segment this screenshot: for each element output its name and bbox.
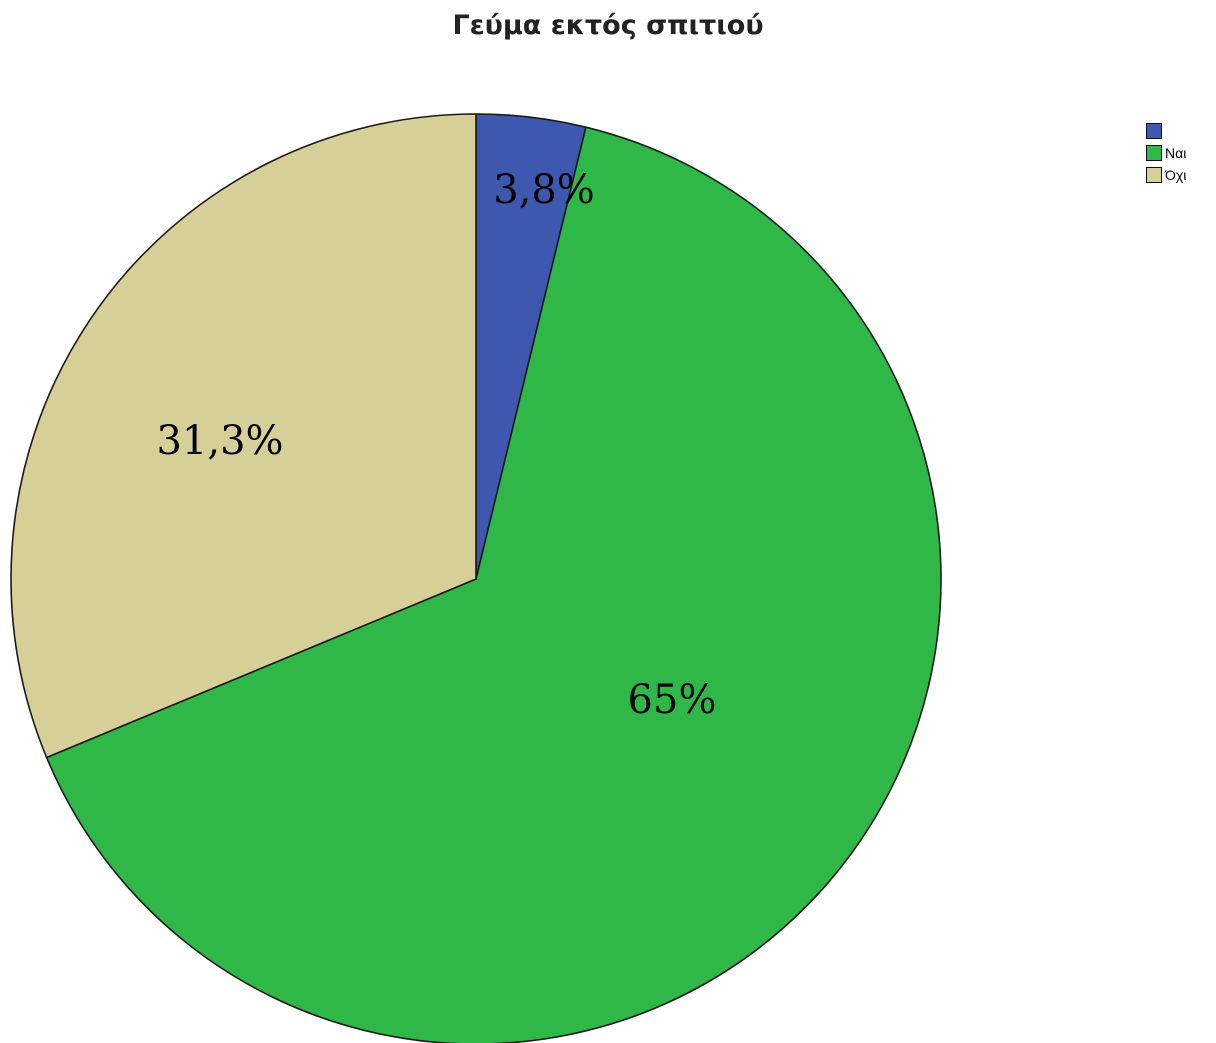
legend-item [1146,120,1186,142]
legend-label: Όχι [1165,167,1187,183]
legend-swatch [1146,145,1162,161]
legend-item: Ναι [1146,142,1186,164]
legend-swatch [1146,167,1162,183]
slice-data-label: 3,8% [493,167,595,213]
legend-swatch [1146,123,1162,139]
chart-title: Γεύμα εκτός σπιτιού [452,10,764,41]
pie-slice-Όχι [10,113,477,759]
slice-data-label: 65% [628,677,717,723]
pie-slice-Ναι [45,126,942,1043]
pie-slices [10,113,942,1043]
legend: Ναι Όχι [1146,120,1186,186]
pie-slice-labels: 3,8% 65% 31,3% [156,167,716,723]
legend-item: Όχι [1146,164,1186,186]
legend-label: Ναι [1165,145,1187,161]
slice-data-label: 31,3% [156,418,283,464]
